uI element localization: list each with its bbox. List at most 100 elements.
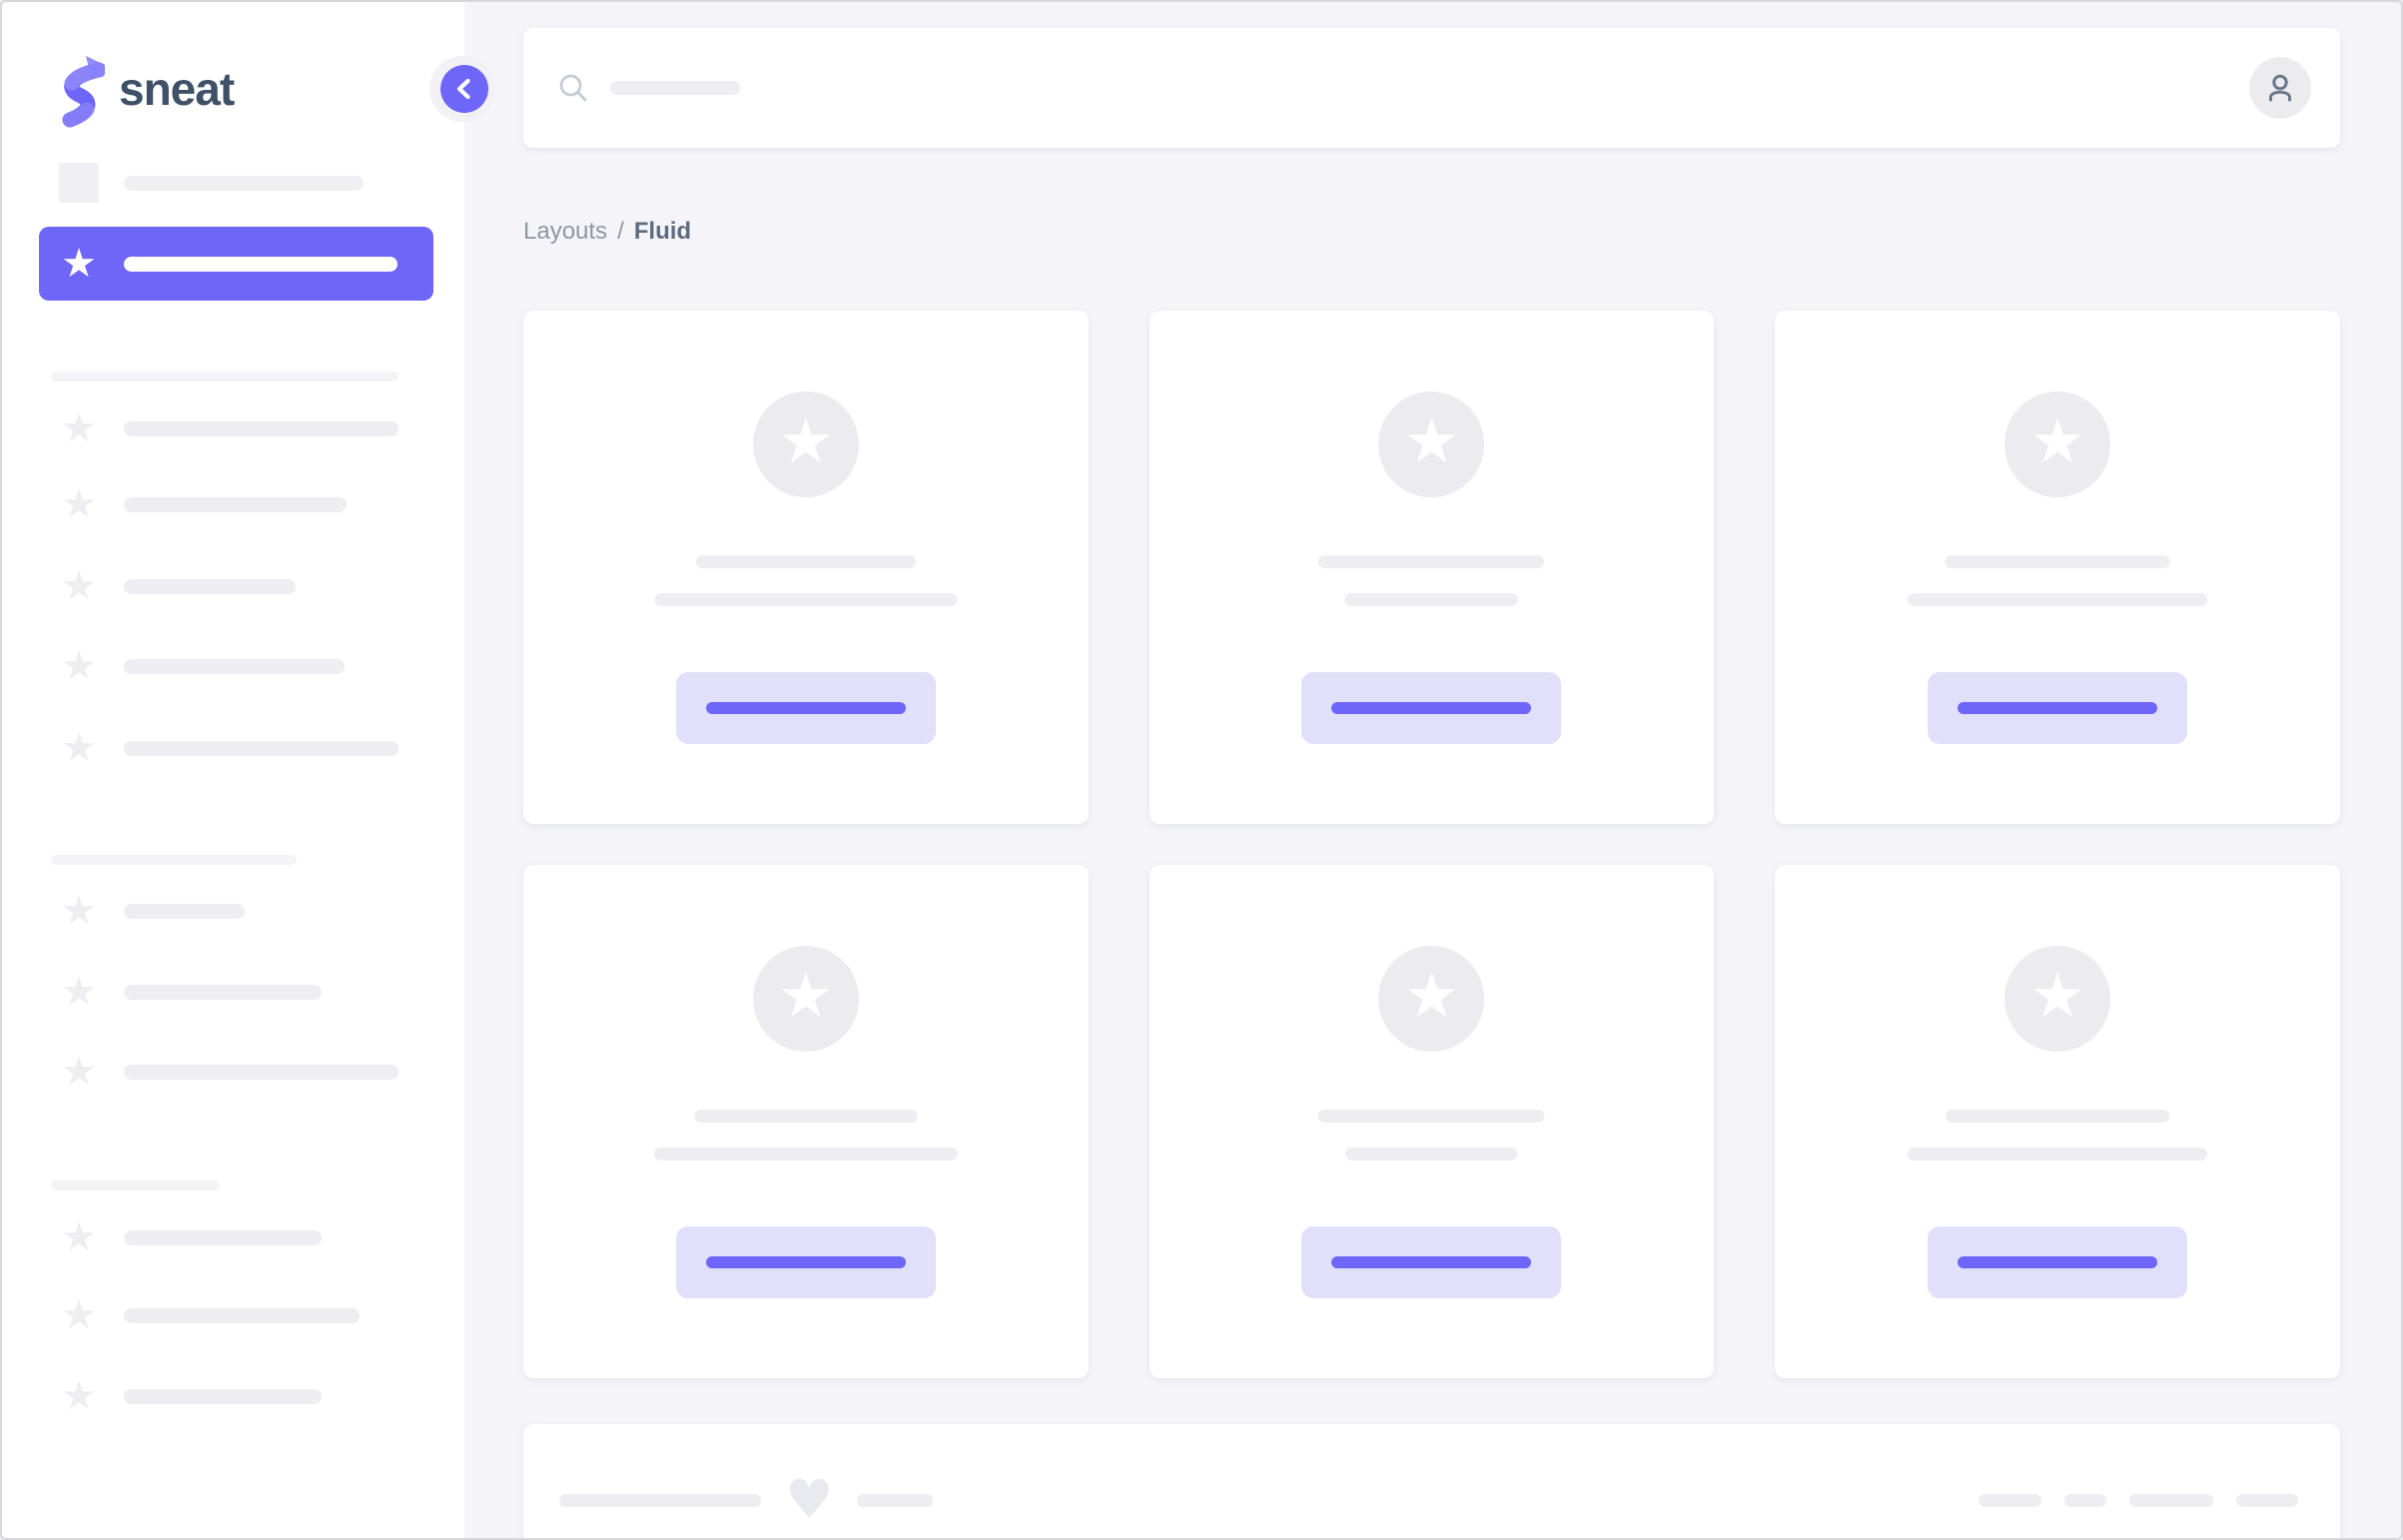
star-icon: ★	[61, 725, 97, 771]
skeleton-label	[124, 903, 245, 919]
sneat-logo-icon	[62, 56, 105, 128]
heart-icon[interactable]: ♥	[785, 1468, 834, 1531]
sidebar-collapse-button[interactable]	[440, 65, 488, 113]
breadcrumb-link-layouts[interactable]: Layouts	[523, 218, 608, 245]
skeleton-subtitle	[1345, 1148, 1518, 1160]
search-icon[interactable]	[556, 71, 590, 105]
sidebar: sneat ★ ★ ★ ★ ★ ★ ★	[2, 2, 464, 1538]
star-icon: ★	[2029, 959, 2085, 1032]
star-avatar: ★	[1378, 946, 1485, 1052]
star-avatar: ★	[2004, 946, 2111, 1052]
card-action-button[interactable]	[1928, 672, 2188, 744]
placeholder-card: ★	[523, 865, 1089, 1378]
star-icon: ★	[61, 481, 97, 527]
footer-card: ♥	[523, 1424, 2340, 1538]
card-action-button[interactable]	[1301, 1226, 1562, 1298]
sidebar-section-divider	[51, 1180, 220, 1190]
skeleton-title	[1318, 555, 1545, 568]
sidebar-item[interactable]: ★	[2, 1213, 464, 1261]
sidebar-section-divider	[51, 855, 297, 865]
skeleton-title	[1945, 555, 2170, 568]
skeleton-subtitle	[1908, 1148, 2208, 1160]
card-grid: ★ ★ ★ ★	[523, 311, 2340, 1378]
skeleton-label	[124, 1307, 360, 1323]
sidebar-item[interactable]: ★	[2, 642, 464, 690]
breadcrumb-separator: /	[617, 218, 624, 245]
main-content: Layouts / Fluid ★ ★ ★	[464, 2, 2401, 1538]
sidebar-item[interactable]: ★	[2, 562, 464, 610]
star-icon: ★	[61, 1214, 97, 1260]
sidebar-item[interactable]: ★	[2, 480, 464, 528]
skeleton-title	[1317, 1110, 1545, 1123]
skeleton-pill	[2236, 1493, 2298, 1507]
star-avatar: ★	[2004, 391, 2111, 497]
skeleton-label	[124, 1064, 399, 1080]
star-icon: ★	[1403, 404, 1460, 477]
placeholder-card: ★	[1775, 865, 2340, 1378]
star-icon: ★	[61, 241, 97, 287]
star-icon: ★	[778, 404, 834, 477]
skeleton-button-label	[1958, 1256, 2158, 1268]
skeleton-pill	[1979, 1493, 2041, 1507]
skeleton-subtitle	[1908, 593, 2208, 606]
star-icon: ★	[61, 1049, 97, 1095]
search-placeholder-skeleton	[610, 81, 740, 95]
placeholder-card: ★	[1149, 865, 1715, 1378]
star-icon: ★	[778, 959, 834, 1032]
skeleton-text	[559, 1493, 761, 1507]
skeleton-pill	[2064, 1493, 2106, 1507]
user-avatar-button[interactable]	[2249, 57, 2311, 119]
skeleton-button-label	[705, 1256, 906, 1268]
skeleton-label	[124, 496, 347, 512]
skeleton-label	[124, 175, 364, 191]
skeleton-text	[857, 1493, 934, 1507]
skeleton-label	[124, 1229, 322, 1245]
skeleton-label	[124, 740, 399, 756]
card-action-button[interactable]	[675, 1226, 936, 1298]
placeholder-card: ★	[1775, 311, 2340, 824]
sidebar-item[interactable]: ★	[2, 724, 464, 772]
person-icon	[2269, 74, 2291, 102]
sidebar-item[interactable]: ★	[2, 887, 464, 935]
skeleton-label	[124, 578, 296, 594]
breadcrumb: Layouts / Fluid	[523, 214, 2340, 250]
sidebar-item[interactable]: ★	[2, 159, 464, 207]
sidebar-item[interactable]: ★	[2, 1372, 464, 1420]
skeleton-subtitle	[654, 593, 958, 606]
search-bar[interactable]	[523, 28, 2340, 148]
star-icon: ★	[61, 405, 97, 451]
skeleton-button-label	[705, 702, 906, 714]
placeholder-card: ★	[1149, 311, 1715, 824]
skeleton-button-label	[1331, 1256, 1532, 1268]
star-icon: ★	[61, 969, 97, 1015]
card-action-button[interactable]	[675, 672, 936, 744]
card-action-button[interactable]	[1928, 1226, 2188, 1298]
skeleton-label	[124, 984, 322, 1000]
skeleton-button-label	[1331, 702, 1532, 714]
star-icon: ★	[59, 163, 99, 203]
sidebar-item[interactable]: ★	[2, 1291, 464, 1339]
star-avatar: ★	[752, 946, 859, 1052]
skeleton-title	[694, 1110, 918, 1123]
star-icon: ★	[61, 888, 97, 934]
skeleton-subtitle	[1344, 593, 1518, 606]
placeholder-card: ★	[523, 311, 1089, 824]
skeleton-title	[1946, 1110, 2170, 1123]
chevron-left-icon	[456, 78, 470, 100]
star-avatar: ★	[752, 391, 859, 497]
breadcrumb-current: Fluid	[633, 218, 692, 245]
star-icon: ★	[61, 1373, 97, 1419]
sidebar-item-active[interactable]: ★	[39, 227, 433, 301]
sidebar-item[interactable]: ★	[2, 1048, 464, 1096]
skeleton-label	[124, 256, 398, 272]
footer-card-right-group	[1979, 1465, 2298, 1535]
sidebar-item[interactable]: ★	[2, 968, 464, 1016]
brand-logo[interactable]: sneat	[59, 44, 235, 134]
skeleton-title	[695, 555, 916, 568]
sidebar-item[interactable]: ★	[2, 404, 464, 452]
star-avatar: ★	[1378, 391, 1485, 497]
skeleton-label	[124, 420, 399, 436]
skeleton-button-label	[1958, 702, 2158, 714]
card-action-button[interactable]	[1301, 672, 1562, 744]
skeleton-label	[124, 658, 345, 674]
